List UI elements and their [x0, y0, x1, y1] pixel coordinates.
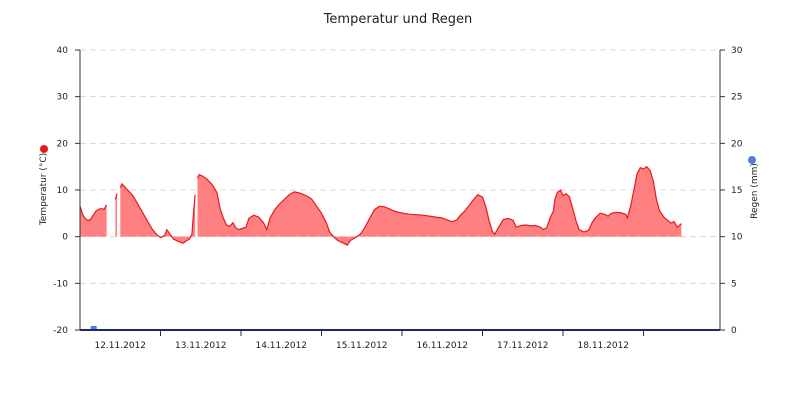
y-right-tick-label: 10: [731, 233, 743, 243]
x-tick-label: 14.11.2012: [255, 341, 307, 351]
temperature-line: [119, 182, 196, 244]
grid-layer: [80, 49, 720, 284]
temperature-area-fill: [80, 204, 107, 237]
y-right-tick-label: 30: [731, 46, 743, 56]
y-right-tick-label: 0: [731, 326, 737, 336]
y-left-tick-label: 0: [62, 233, 68, 243]
temperature-area-fill: [115, 193, 117, 237]
y-left-tick-label: 30: [57, 93, 69, 103]
temperature-area: [79, 165, 682, 246]
y-left-tick-label: -10: [53, 279, 68, 289]
y-right-tick-label: 25: [731, 93, 742, 103]
y-right-tick-label: 5: [731, 279, 737, 289]
y-left-tick-label: -20: [53, 326, 68, 336]
y-axis-left-label: Temperatur (°C): [39, 153, 49, 226]
temperature-legend-dot: [40, 145, 48, 153]
temperature-area-fill: [120, 183, 196, 244]
x-tick-label: 16.11.2012: [416, 341, 468, 351]
rain-bars: [90, 326, 97, 330]
y-right-tick-label: 15: [731, 186, 742, 196]
y-left-tick-label: 20: [57, 139, 69, 149]
rain-legend-dot: [748, 156, 756, 164]
temperature-area-fill: [197, 166, 682, 246]
x-tick-label: 18.11.2012: [578, 341, 630, 351]
x-tick-label: 13.11.2012: [175, 341, 227, 351]
y-left-tick-label: 40: [57, 46, 69, 56]
temperature-line: [196, 165, 682, 246]
temperature-line: [114, 193, 118, 200]
x-tick-label: 17.11.2012: [497, 341, 549, 351]
temperature-line: [79, 204, 108, 221]
chart-title: Temperatur und Regen: [323, 12, 473, 27]
y-left-tick-label: 10: [57, 186, 69, 196]
y-axis-right-label: Regen (mm): [750, 163, 760, 219]
x-tick-label: 12.11.2012: [94, 341, 146, 351]
x-tick-label: 15.11.2012: [336, 341, 388, 351]
rain-bar: [90, 326, 97, 330]
axes: -20 -10 0 10 20 30 40 0 5 10 15 20 25 30 12.11.2012 13.…: [53, 46, 742, 351]
y-right-tick-label: 20: [731, 139, 743, 149]
